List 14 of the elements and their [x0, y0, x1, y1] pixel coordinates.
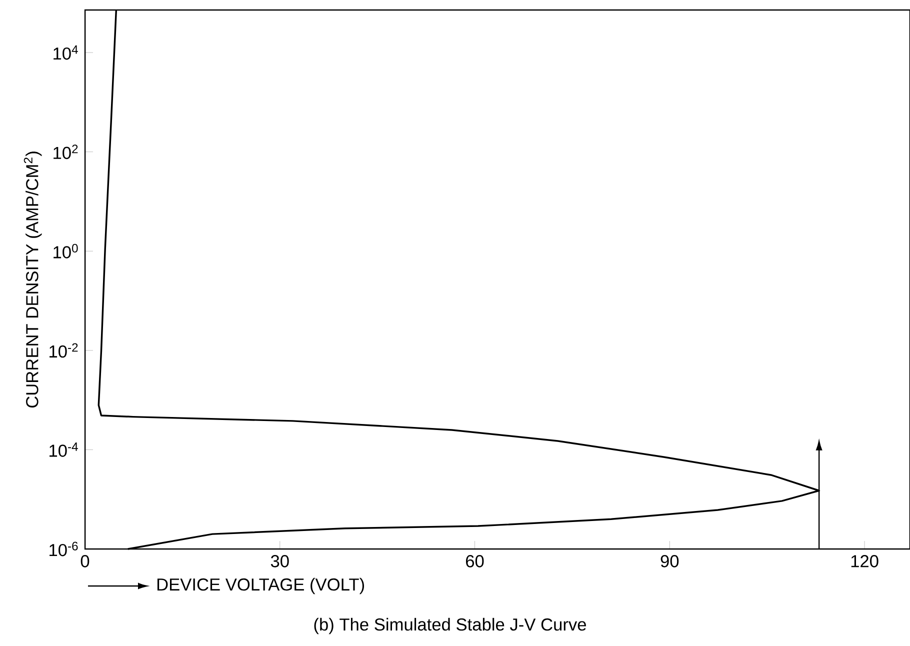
- x-tick-label: 30: [270, 555, 289, 568]
- x-tick-label: 0: [80, 555, 90, 568]
- x-axis-title: DEVICE VOLTAGE (VOLT): [157, 578, 364, 594]
- y-tick-label: 10$^{-4}$: [50, 442, 78, 457]
- x-tick-label: 90: [660, 555, 679, 568]
- x-tick-label: 120: [851, 555, 878, 568]
- y-tick-label: 10$^{4}$: [54, 45, 78, 60]
- y-tick-label: 10$^{2}$: [54, 144, 78, 160]
- y-axis-title: CURRENT DENSITY (AMP/CM$^{2}$): [24, 152, 42, 408]
- y-tick-label: 10$^{0}$: [54, 244, 78, 258]
- y-tick-label: 10$^{-6}$: [50, 542, 78, 556]
- x-tick-label: 60: [466, 555, 484, 568]
- y-tick-label: 10$^{-2}$: [50, 343, 78, 358]
- text: (b) The Simulated Stable J-V Curve: [314, 618, 586, 634]
